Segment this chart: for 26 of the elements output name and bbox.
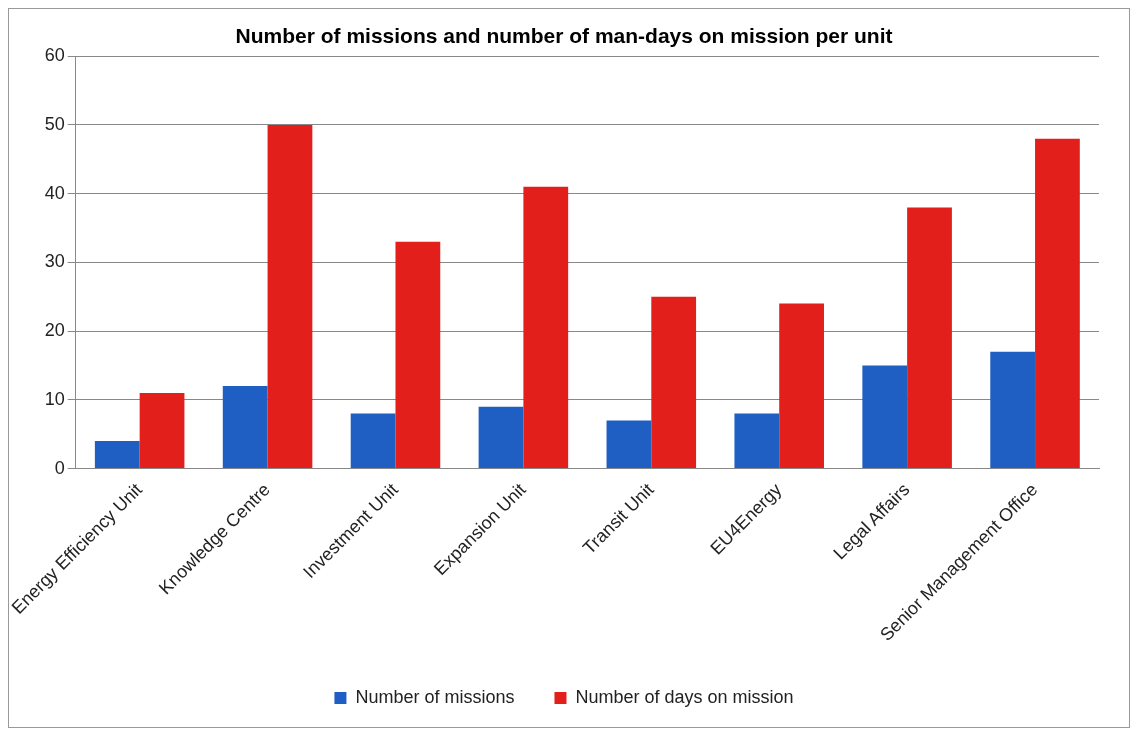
y-tick-label: 60 [44, 45, 65, 66]
bar [990, 351, 1036, 469]
y-tick-label: 50 [44, 113, 65, 134]
bar [139, 392, 185, 469]
bar [907, 207, 952, 469]
legend-label: Number of missions [355, 686, 515, 707]
bar [651, 296, 697, 469]
bar [779, 303, 824, 469]
bar [734, 413, 780, 469]
bar [523, 186, 569, 469]
legend-label: Number of days on mission [575, 686, 794, 707]
bar [222, 386, 268, 469]
bar [862, 365, 908, 469]
y-tick-label: 10 [44, 388, 65, 409]
y-tick-label: 30 [44, 251, 65, 272]
bar [478, 406, 524, 469]
bar [267, 124, 313, 469]
y-tick-label: 40 [44, 182, 65, 203]
bar [606, 420, 652, 469]
y-tick-label: 20 [44, 320, 65, 341]
bar [395, 241, 441, 469]
bar [350, 413, 396, 469]
bar [94, 441, 140, 469]
bar [1035, 138, 1080, 469]
chart-title: Number of missions and number of man-days on mission per unit [235, 24, 893, 48]
y-tick-label: 0 [54, 457, 65, 478]
